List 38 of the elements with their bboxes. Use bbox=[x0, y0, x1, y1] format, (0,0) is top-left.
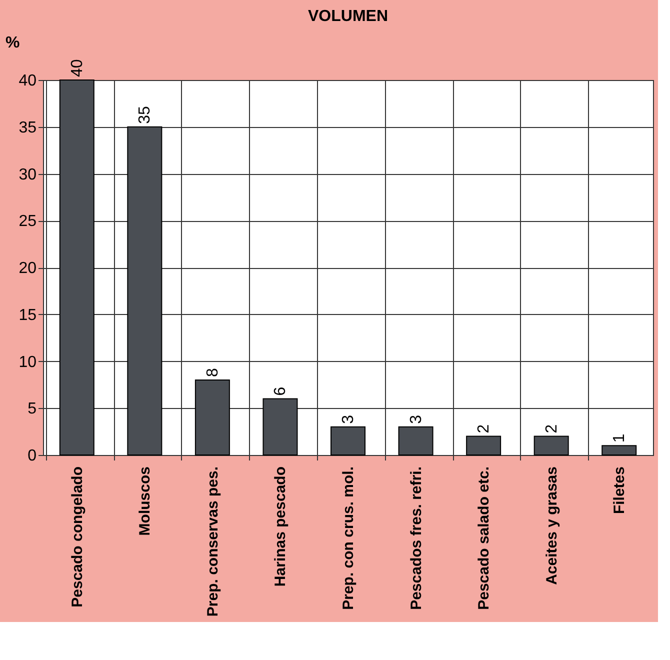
y-tick-label: 15 bbox=[18, 306, 37, 324]
bar bbox=[194, 380, 230, 456]
y-tick-label: 35 bbox=[18, 119, 37, 136]
y-tick-label: 0 bbox=[28, 448, 37, 464]
data-label: 8 bbox=[204, 368, 222, 377]
bar bbox=[262, 398, 298, 456]
data-label: 6 bbox=[272, 386, 290, 396]
y-tick-label: 5 bbox=[28, 400, 37, 418]
y-tick-label: 30 bbox=[18, 166, 37, 184]
x-tick-label: Pescados fres. refri. bbox=[408, 466, 425, 610]
bar bbox=[330, 426, 366, 456]
y-tick-label: 10 bbox=[18, 354, 37, 371]
y-axis-title: % bbox=[6, 34, 20, 52]
x-tick-label: Moluscos bbox=[136, 466, 154, 536]
data-label: 2 bbox=[543, 424, 560, 434]
x-tick-label: Harinas pescado bbox=[272, 466, 290, 587]
y-tick-label: 40 bbox=[18, 72, 37, 90]
chart-title: VOLUMEN bbox=[308, 8, 388, 25]
data-label: 3 bbox=[408, 414, 425, 424]
bar bbox=[127, 126, 162, 456]
data-label: 35 bbox=[136, 106, 154, 124]
y-tick-label: 25 bbox=[18, 213, 37, 230]
bar bbox=[59, 80, 94, 456]
data-label: 40 bbox=[68, 59, 86, 77]
data-label: 1 bbox=[611, 434, 628, 443]
data-label: 3 bbox=[340, 414, 357, 424]
y-tick-label: 20 bbox=[18, 260, 37, 277]
bar bbox=[602, 445, 637, 456]
x-tick-label: Prep. con crus. mol. bbox=[340, 466, 357, 610]
x-tick-label: Aceites y grasas bbox=[543, 466, 560, 585]
x-tick-label: Pescado congelado bbox=[68, 466, 86, 608]
bar bbox=[534, 436, 569, 456]
x-tick-label: Filetes bbox=[611, 466, 628, 514]
bar bbox=[466, 436, 502, 456]
x-tick-label: Prep. conservas pes. bbox=[204, 466, 222, 617]
data-label: 2 bbox=[476, 424, 493, 434]
x-tick-label: Pescado salado etc. bbox=[476, 466, 493, 610]
bar bbox=[398, 426, 434, 456]
